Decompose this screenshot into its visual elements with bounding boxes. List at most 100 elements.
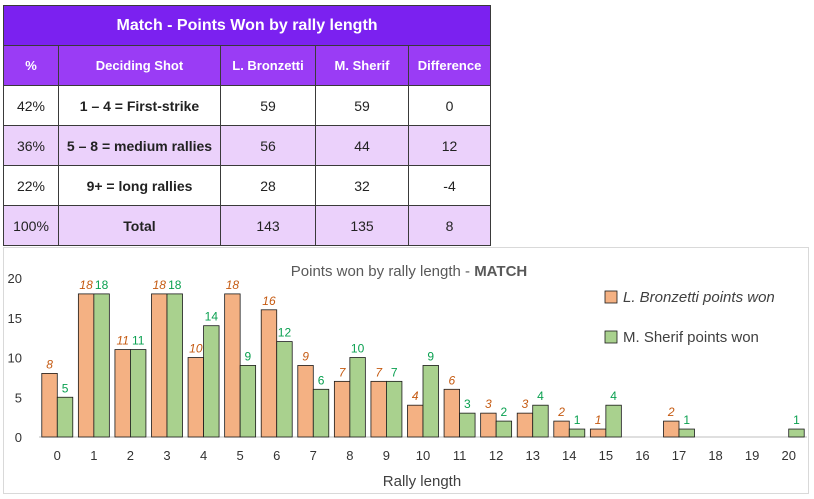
data-label: 6 xyxy=(318,373,325,387)
bar-series-a xyxy=(224,293,241,438)
data-label: 10 xyxy=(351,342,365,356)
bar-series-b xyxy=(568,428,586,438)
x-tick-label: 12 xyxy=(489,448,503,463)
row-label: 1 – 4 = First-strike xyxy=(58,85,221,126)
table-title: Match - Points Won by rally length xyxy=(2,5,492,46)
y-tick-label: 20 xyxy=(8,271,22,286)
bar-series-a xyxy=(480,412,497,438)
y-tick-label: 10 xyxy=(8,351,22,366)
data-label: 9 xyxy=(302,349,309,363)
data-label: 12 xyxy=(278,326,292,340)
data-label: 18 xyxy=(79,278,93,292)
chart-title: Points won by rally length - MATCH xyxy=(291,263,527,280)
x-tick-label: 20 xyxy=(781,448,795,463)
data-label: 3 xyxy=(464,397,471,411)
row-difference: 8 xyxy=(407,205,492,246)
header-pct: % xyxy=(3,45,59,86)
bar-series-a xyxy=(114,349,131,438)
legend: L. Bronzetti points won M. Sherif points … xyxy=(604,289,775,346)
chart-container: Points won by rally length - MATCH Rally… xyxy=(3,247,809,494)
bar-series-b xyxy=(239,365,257,438)
bar-series-a xyxy=(260,309,278,438)
x-tick-label: 9 xyxy=(383,448,390,463)
row-label: 5 – 8 = medium rallies xyxy=(58,125,221,166)
bar-series-b xyxy=(203,325,220,438)
row-player-b: 59 xyxy=(315,85,409,126)
data-label: 18 xyxy=(226,278,240,292)
table-row: 100% Total 143 135 8 xyxy=(3,205,492,246)
row-player-a: 143 xyxy=(220,205,316,246)
bar-series-a xyxy=(151,293,168,438)
legend-label: M. Sherif points won xyxy=(623,329,759,346)
x-tick-label: 15 xyxy=(599,448,613,463)
header-difference: Difference xyxy=(407,45,492,86)
header-player-b: M. Sherif xyxy=(315,45,409,86)
data-label: 1 xyxy=(595,413,602,427)
data-label: 18 xyxy=(153,278,167,292)
row-difference: 12 xyxy=(407,125,492,166)
bar-series-a xyxy=(370,380,387,438)
bar-series-a xyxy=(297,365,314,438)
bar-series-b xyxy=(678,428,695,438)
data-label: 9 xyxy=(427,349,434,363)
data-label: 5 xyxy=(62,381,69,395)
data-label: 4 xyxy=(412,389,419,403)
bar-series-a xyxy=(443,388,460,438)
bar-series-b xyxy=(276,341,293,438)
chart-title-bold: MATCH xyxy=(474,263,527,280)
row-label: 9+ = long rallies xyxy=(58,165,221,206)
bar-series-a xyxy=(553,420,570,438)
x-tick-label: 4 xyxy=(200,448,207,463)
x-tick-label: 5 xyxy=(237,448,244,463)
data-label: 11 xyxy=(132,334,145,348)
stats-table-container: Match - Points Won by rally length % Dec… xyxy=(2,5,492,246)
legend-label: L. Bronzetti points won xyxy=(623,289,775,306)
bar-chart: Points won by rally length - MATCH Rally… xyxy=(8,263,807,490)
data-label: 1 xyxy=(574,413,581,427)
data-label: 18 xyxy=(95,278,109,292)
x-axis-label: Rally length xyxy=(383,473,461,490)
bar-series-b xyxy=(495,420,513,438)
x-tick-label: 19 xyxy=(745,448,759,463)
data-label: 9 xyxy=(245,349,252,363)
x-tick-label: 0 xyxy=(54,448,61,463)
data-label: 7 xyxy=(375,365,383,379)
table-row: 36% 5 – 8 = medium rallies 56 44 12 xyxy=(3,125,492,166)
row-player-a: 59 xyxy=(220,85,316,126)
bar-series-a xyxy=(663,420,680,438)
bar-series-a xyxy=(41,373,58,438)
bar-series-b xyxy=(166,293,183,438)
bar-series-a xyxy=(589,428,607,438)
x-tick-label: 11 xyxy=(453,448,467,463)
row-label: Total xyxy=(58,205,221,246)
data-label: 16 xyxy=(262,294,276,308)
bar-series-b xyxy=(349,357,366,438)
bar-series-b xyxy=(93,293,110,438)
x-tick-label: 1 xyxy=(90,448,97,463)
row-pct: 100% xyxy=(3,205,59,246)
data-label: 2 xyxy=(557,405,565,419)
row-player-a: 56 xyxy=(220,125,316,166)
bar-series-b xyxy=(386,380,403,438)
data-label: 4 xyxy=(610,389,617,403)
data-label: 2 xyxy=(501,405,508,419)
x-tick-label: 6 xyxy=(273,448,280,463)
bar-series-b xyxy=(130,349,147,438)
bar-series-a xyxy=(516,412,534,438)
bar-series-b xyxy=(459,412,476,438)
stats-table: Match - Points Won by rally length % Dec… xyxy=(2,5,492,246)
bar-series-b xyxy=(605,404,622,438)
data-label: 14 xyxy=(205,310,219,324)
data-label: 1 xyxy=(793,413,800,427)
x-tick-label: 2 xyxy=(127,448,134,463)
table-row: 22% 9+ = long rallies 28 32 -4 xyxy=(3,165,492,206)
y-tick-label: 5 xyxy=(15,390,22,405)
data-label: 7 xyxy=(391,365,398,379)
table-row: 42% 1 – 4 = First-strike 59 59 0 xyxy=(3,85,492,126)
row-player-b: 32 xyxy=(315,165,409,206)
bar-series-a xyxy=(187,357,204,438)
data-label: 3 xyxy=(485,397,492,411)
x-tick-label: 14 xyxy=(562,448,576,463)
data-label: 1 xyxy=(683,413,690,427)
